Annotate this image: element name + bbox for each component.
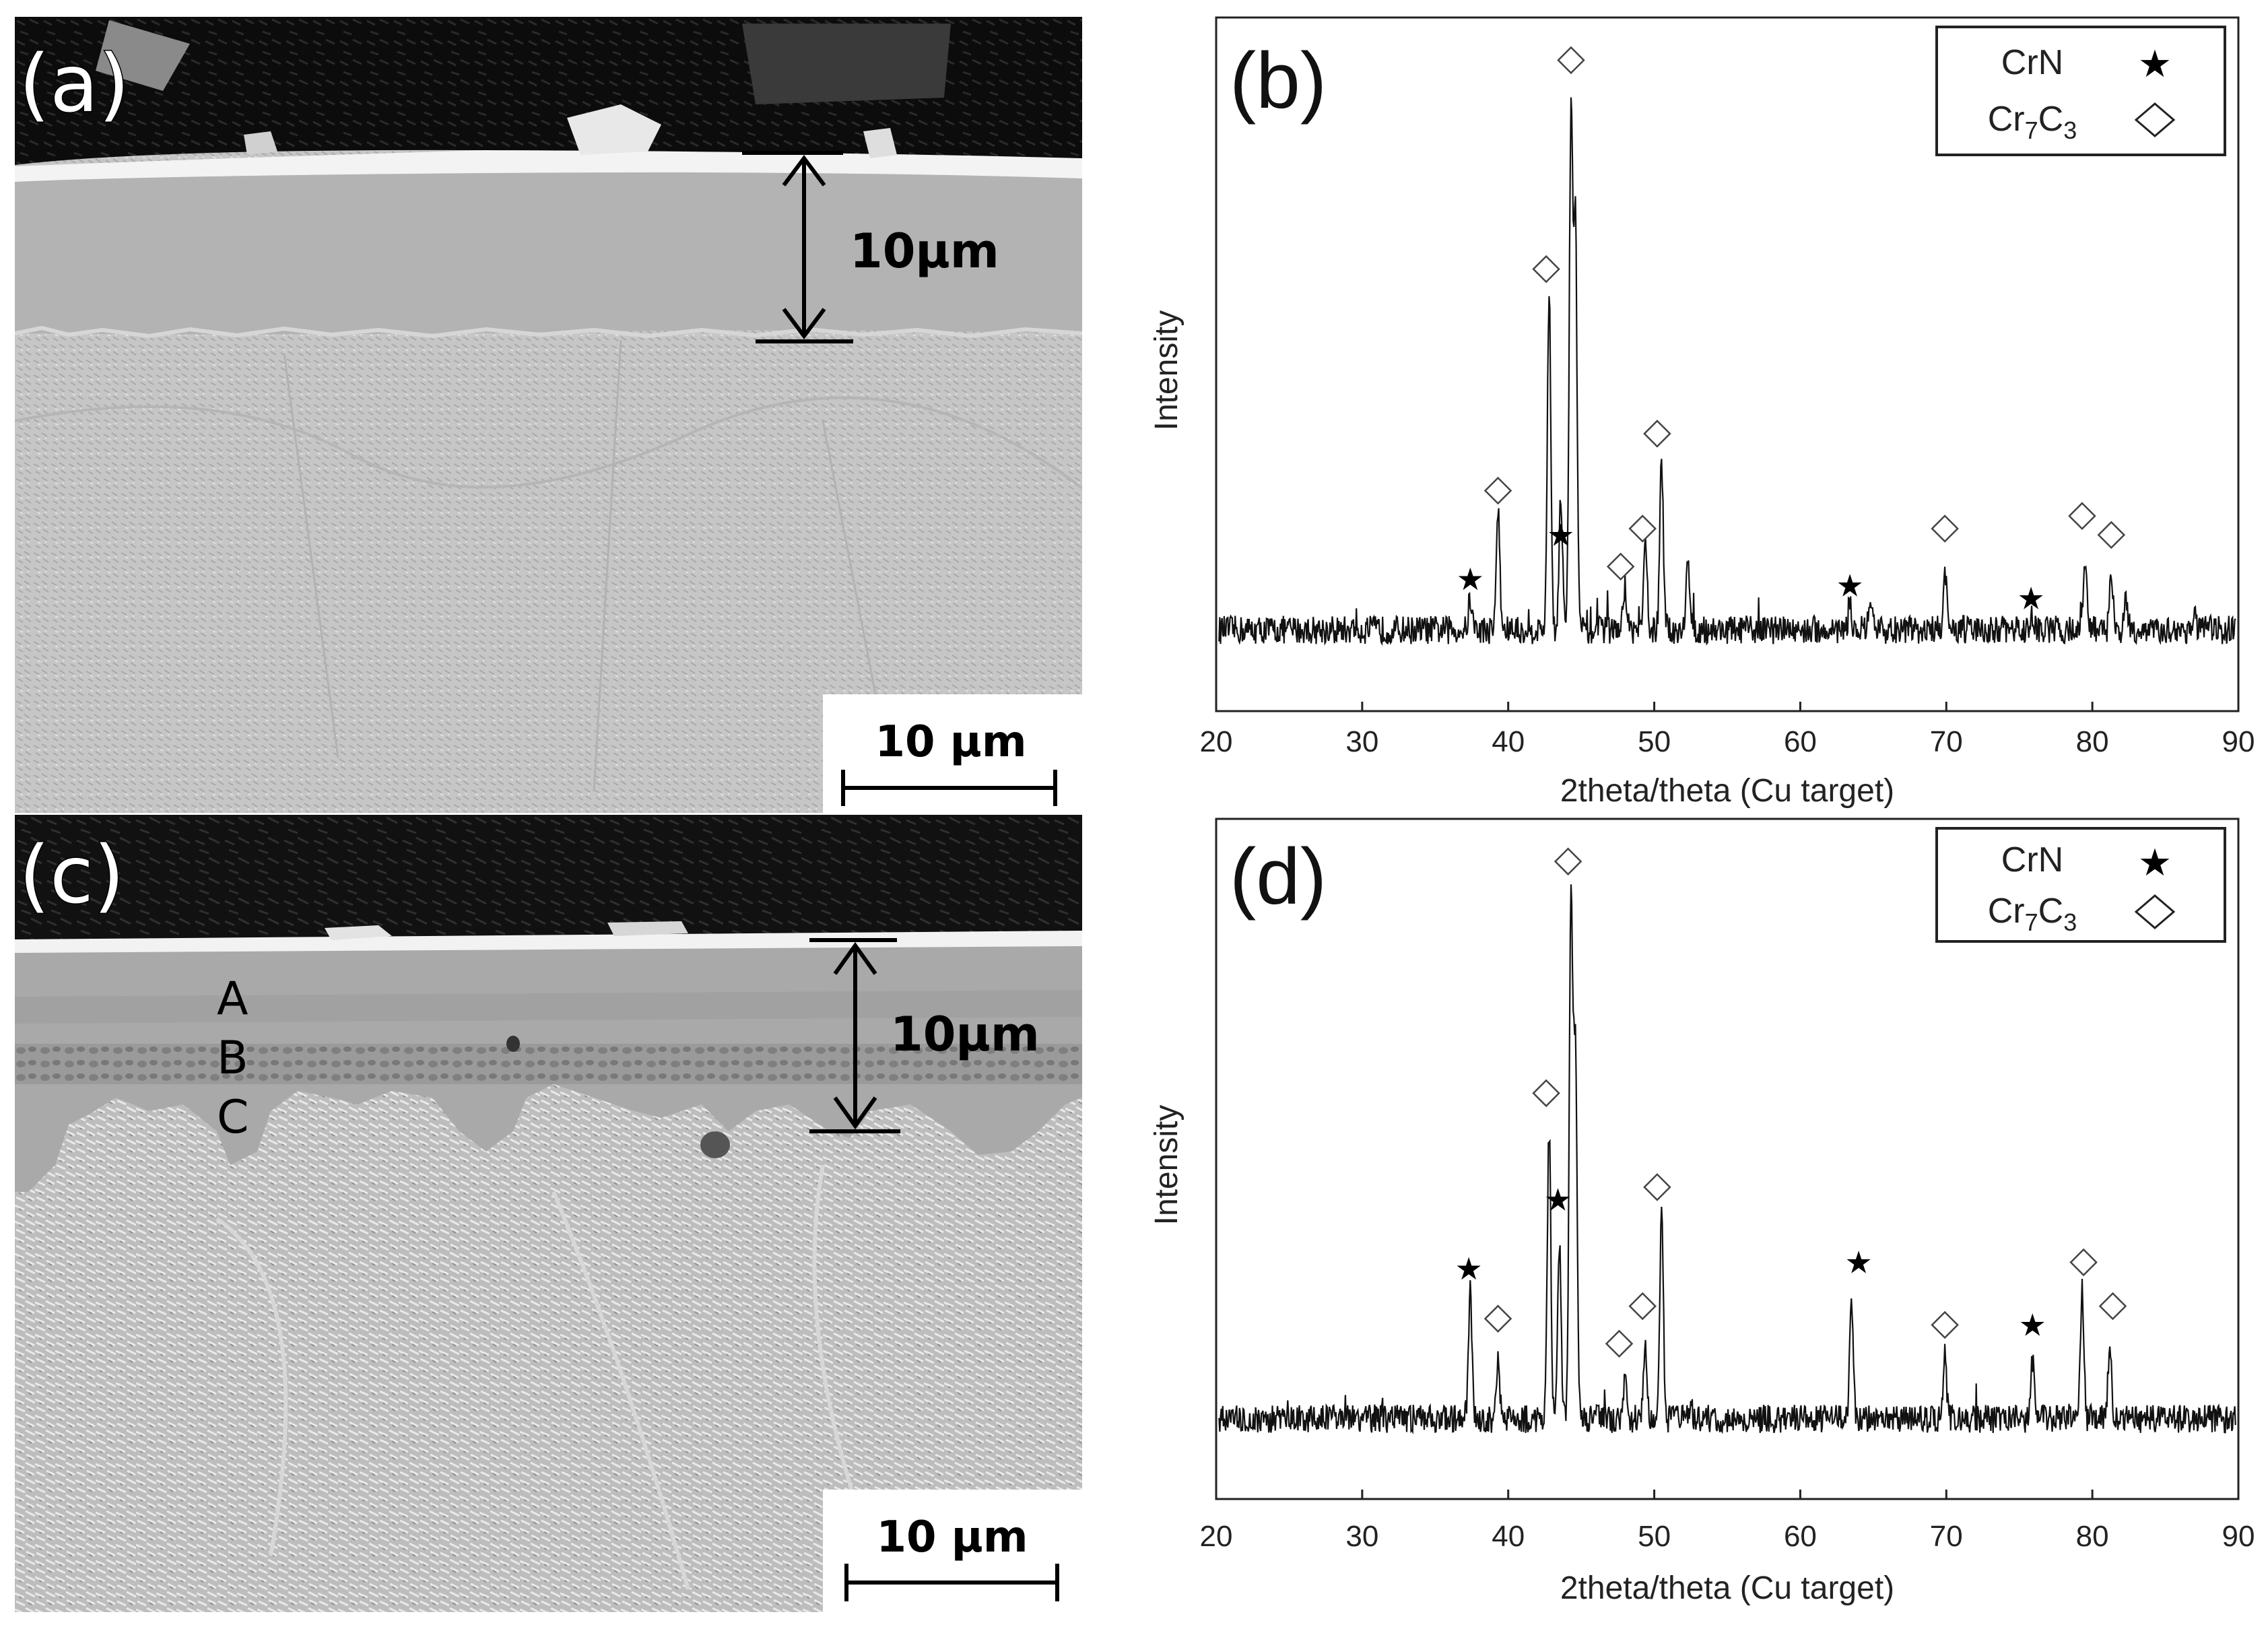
- crn-star-marker: ★: [2017, 580, 2044, 616]
- x-tick-label: 30: [1345, 725, 1378, 758]
- cr7c3-diamond-marker: [1483, 1304, 1512, 1333]
- panel-label-a: (a): [19, 37, 129, 130]
- cr7c3-diamond-marker: [1483, 476, 1512, 505]
- cr7c3-diamond-marker: [2097, 521, 2126, 550]
- series-b: [1218, 97, 2236, 646]
- scalebar-a: [841, 770, 1057, 806]
- layer-label-c: C: [217, 1091, 248, 1144]
- legend-cr7c3-label-d: Cr7C3: [1988, 892, 2077, 936]
- crn-star-marker: ★: [1845, 1244, 1873, 1281]
- x-tick-label: 70: [1930, 725, 1963, 758]
- crn-star-marker: ★: [1547, 517, 1574, 553]
- cr7c3-diamond-marker: [1628, 1292, 1657, 1321]
- plot-frame-d: [1215, 818, 2240, 1500]
- layer-label-b: B: [217, 1032, 248, 1085]
- panel-label-b: (b): [1230, 36, 1327, 125]
- crn-star-marker: ★: [2019, 1307, 2046, 1343]
- legend-cr7c3-text-b: Cr7C3: [1988, 100, 2077, 144]
- crn-star-marker: ★: [1836, 568, 1864, 604]
- cr7c3-diamond-marker: [1931, 514, 1959, 543]
- cr7c3-diamond-marker: [1554, 847, 1582, 876]
- markers-d: ★ ★ ★ ★: [1455, 847, 2127, 1358]
- legend-crn-icon-d: ★: [2138, 841, 2172, 885]
- cr7c3-diamond-marker: [1557, 46, 1585, 75]
- cr7c3-diamond-marker: [2069, 1248, 2098, 1277]
- scalebar-c: [844, 1564, 1059, 1601]
- x-tick-label: 40: [1492, 725, 1525, 758]
- xrd-chart-d: (d) Intensity 2theta/theta (Cu target) 2…: [1118, 815, 2263, 1623]
- x-tick-label: 60: [1784, 725, 1817, 758]
- x-axis-label-d: 2theta/theta (Cu target): [1560, 1570, 1894, 1606]
- x-tick-label: 20: [1200, 725, 1233, 758]
- legend-b: CrN ★ Cr7C3: [1935, 26, 2226, 156]
- x-axis-label-b: 2theta/theta (Cu target): [1560, 773, 1894, 809]
- plot-frame-b: [1215, 16, 2240, 712]
- cr7c3-diamond-marker: [1606, 552, 1635, 581]
- x-tick-label: 50: [1638, 725, 1671, 758]
- cr7c3-diamond-marker: [1643, 1173, 1671, 1201]
- cr7c3-diamond-marker: [1628, 514, 1657, 543]
- cr7c3-diamond-marker: [1931, 1310, 1959, 1339]
- xrd-chart-b: (b) Intensity 2theta/theta (Cu target) 2…: [1118, 13, 2263, 815]
- scalebar-label-a: 10 μm: [875, 717, 1026, 767]
- xrd-chart-b-svg: (b) Intensity 2theta/theta (Cu target) 2…: [1149, 16, 2255, 809]
- x-ticks-d: 20 30 40 50 60 70 80 90: [1200, 1490, 2255, 1553]
- legend-crn-label-b: CrN: [2001, 43, 2063, 82]
- x-tick-label: 20: [1200, 1520, 1233, 1553]
- panel-label-d: (d): [1230, 832, 1327, 921]
- x-ticks-b: 20 30 40 50 60 70 80 90: [1200, 702, 2255, 758]
- legend-d: CrN ★ Cr7C3: [1935, 827, 2226, 943]
- crn-star-marker: ★: [1457, 561, 1484, 597]
- xrd-chart-d-svg: (d) Intensity 2theta/theta (Cu target) 2…: [1149, 818, 2255, 1606]
- layer-label-a: A: [217, 972, 248, 1026]
- cr7c3-diamond-marker: [1643, 420, 1671, 448]
- legend-cr7c3-icon-b: [2134, 102, 2176, 137]
- scalebar-label-c: 10 μm: [876, 1512, 1028, 1562]
- cr7c3-diamond-marker: [2068, 502, 2096, 530]
- legend-cr7c3-text-d: Cr7C3: [1988, 892, 2077, 936]
- legend-crn-label-d: CrN: [2001, 840, 2063, 879]
- legend-box-d: [1935, 827, 2226, 943]
- xrd-pattern-line: [1218, 884, 2236, 1435]
- legend-cr7c3-label-b: Cr7C3: [1988, 100, 2077, 144]
- scalebar-box-c: [823, 1490, 1082, 1612]
- x-tick-label: 80: [2076, 1520, 2109, 1553]
- x-tick-label: 30: [1345, 1520, 1378, 1553]
- x-tick-label: 70: [1930, 1520, 1963, 1553]
- y-axis-label-d: Intensity: [1149, 1105, 1185, 1226]
- sem-panel-c: 10μm A B C (c) 10 μm: [15, 815, 1082, 1612]
- crn-star-marker: ★: [1455, 1251, 1483, 1287]
- thickness-arrow-a: [742, 151, 853, 343]
- thickness-label-c: 10μm: [890, 1007, 1040, 1062]
- legend-crn-icon-b: ★: [2138, 42, 2172, 86]
- x-tick-label: 90: [2222, 725, 2255, 758]
- cr7c3-diamond-marker: [1532, 255, 1560, 284]
- xrd-pattern-line: [1218, 97, 2236, 646]
- cr7c3-diamond-marker: [2098, 1292, 2127, 1321]
- x-tick-label: 50: [1638, 1520, 1671, 1553]
- series-d: [1218, 884, 2236, 1435]
- thickness-label-a: 10μm: [850, 224, 999, 279]
- scalebar-box-a: [823, 694, 1082, 813]
- legend-box-b: [1935, 26, 2226, 156]
- x-tick-label: 90: [2222, 1520, 2255, 1553]
- sem-image-c: 10μm A B C (c) 10 μm: [15, 815, 1082, 1612]
- cr7c3-diamond-marker: [1605, 1329, 1634, 1358]
- cr7c3-diamond-marker: [1532, 1079, 1560, 1108]
- sem-image-a: 10μm (a) 10 μm: [15, 17, 1082, 813]
- y-axis-label-b: Intensity: [1149, 310, 1185, 431]
- x-tick-label: 60: [1784, 1520, 1817, 1553]
- thickness-arrow-c: [809, 938, 900, 1133]
- legend-cr7c3-icon-d: [2134, 894, 2176, 929]
- crn-star-marker: ★: [1544, 1182, 1572, 1218]
- panel-label-c: (c): [19, 828, 125, 921]
- x-tick-label: 80: [2076, 725, 2109, 758]
- x-tick-label: 40: [1492, 1520, 1525, 1553]
- sem-panel-a: 10μm (a) 10 μm: [15, 17, 1082, 813]
- markers-b: ★ ★ ★ ★: [1457, 46, 2126, 616]
